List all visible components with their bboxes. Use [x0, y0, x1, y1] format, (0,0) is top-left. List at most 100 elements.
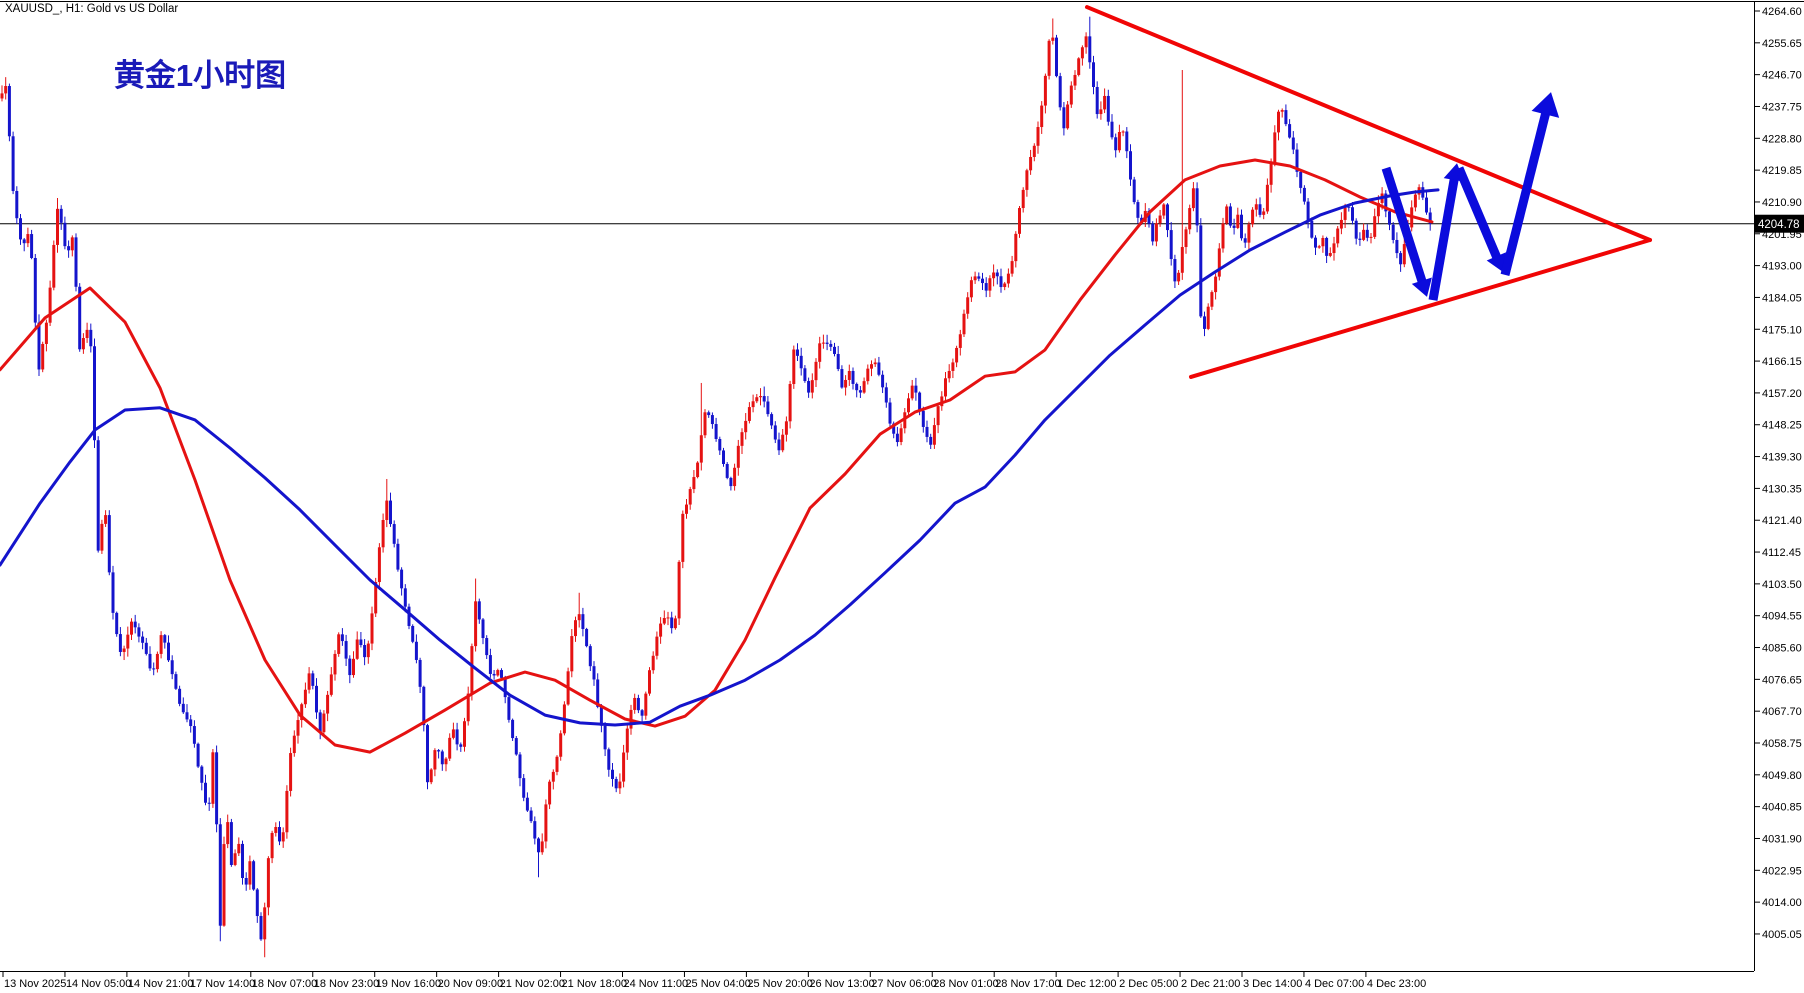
candle-body[interactable] — [444, 758, 448, 765]
candle-body[interactable] — [540, 841, 544, 853]
candle-body[interactable] — [625, 728, 629, 753]
candle-body[interactable] — [1203, 316, 1206, 329]
candle-body[interactable] — [1080, 47, 1084, 59]
candle-body[interactable] — [984, 283, 988, 291]
candle-body[interactable] — [1254, 204, 1258, 210]
candle-body[interactable] — [1343, 206, 1347, 220]
candle-body[interactable] — [1073, 74, 1077, 86]
candle-body[interactable] — [1099, 109, 1103, 115]
candle-body[interactable] — [781, 434, 785, 451]
candle-body[interactable] — [707, 412, 711, 416]
candle-body[interactable] — [533, 821, 537, 839]
candle-body[interactable] — [329, 674, 333, 695]
candle-body[interactable] — [1232, 225, 1236, 228]
candle-body[interactable] — [148, 653, 152, 669]
candle-body[interactable] — [196, 743, 200, 767]
zigzag-arrow-head[interactable] — [1411, 277, 1432, 297]
candle-body[interactable] — [1129, 151, 1132, 180]
zigzag-arrow-head[interactable] — [1531, 92, 1560, 118]
candlestick-layer[interactable] — [0, 16, 1432, 958]
candle-body[interactable] — [370, 613, 374, 644]
candle-body[interactable] — [289, 753, 293, 791]
candle-body[interactable] — [958, 334, 962, 348]
candle-body[interactable] — [844, 379, 848, 388]
candle-body[interactable] — [433, 750, 437, 770]
candle-body[interactable] — [588, 646, 592, 667]
candle-body[interactable] — [263, 907, 267, 940]
candle-body[interactable] — [803, 368, 807, 382]
candle-body[interactable] — [111, 572, 115, 613]
candle-body[interactable] — [1358, 238, 1362, 240]
candle-body[interactable] — [699, 435, 703, 463]
candle-body[interactable] — [189, 719, 193, 727]
candle-body[interactable] — [340, 634, 344, 642]
candle-body[interactable] — [862, 381, 866, 393]
candle-body[interactable] — [1225, 206, 1229, 224]
candle-body[interactable] — [1166, 204, 1169, 231]
candle-body[interactable] — [559, 733, 563, 757]
candle-body[interactable] — [1399, 253, 1403, 265]
candle-body[interactable] — [1413, 194, 1417, 208]
candle-body[interactable] — [777, 439, 781, 451]
candle-body[interactable] — [1228, 206, 1232, 226]
candle-body[interactable] — [130, 621, 133, 635]
candle-body[interactable] — [1402, 244, 1406, 265]
candle-body[interactable] — [455, 729, 459, 745]
zigzag-arrow-head[interactable] — [1486, 252, 1507, 272]
candle-body[interactable] — [918, 392, 922, 411]
candle-body[interactable] — [966, 297, 970, 314]
candle-body[interactable] — [322, 713, 326, 733]
candle-body[interactable] — [973, 276, 977, 281]
candle-body[interactable] — [1388, 211, 1391, 225]
candle-body[interactable] — [1106, 95, 1110, 122]
candle-body[interactable] — [881, 374, 885, 388]
candle-body[interactable] — [1199, 225, 1203, 317]
candle-body[interactable] — [56, 208, 59, 245]
candle-body[interactable] — [1114, 137, 1118, 151]
candle-body[interactable] — [603, 725, 607, 750]
candle-body[interactable] — [522, 778, 526, 798]
candle-body[interactable] — [1058, 76, 1062, 108]
candle-body[interactable] — [921, 410, 925, 427]
candle-body[interactable] — [107, 515, 111, 573]
candle-body[interactable] — [1339, 219, 1343, 229]
candle-body[interactable] — [400, 569, 404, 589]
candle-body[interactable] — [344, 641, 348, 659]
candle-body[interactable] — [662, 618, 666, 624]
candle-body[interactable] — [1325, 237, 1329, 256]
candle-body[interactable] — [814, 361, 818, 381]
candle-body[interactable] — [681, 513, 685, 562]
candle-body[interactable] — [352, 658, 355, 676]
candle-body[interactable] — [1092, 62, 1095, 87]
candle-body[interactable] — [63, 222, 67, 247]
candle-body[interactable] — [866, 368, 870, 382]
candle-body[interactable] — [969, 280, 973, 298]
candle-body[interactable] — [7, 86, 11, 137]
candle-body[interactable] — [296, 720, 300, 736]
candle-body[interactable] — [773, 425, 777, 440]
candle-body[interactable] — [22, 239, 26, 244]
candle-body[interactable] — [685, 504, 688, 514]
candle-body[interactable] — [48, 287, 52, 323]
candle-body[interactable] — [78, 286, 82, 350]
candle-body[interactable] — [666, 617, 670, 619]
zigzag-arrow-shaft[interactable] — [1454, 166, 1502, 260]
candle-body[interactable] — [551, 771, 555, 782]
candle-body[interactable] — [96, 440, 100, 551]
candle-body[interactable] — [326, 694, 330, 714]
candle-body[interactable] — [618, 781, 622, 789]
candle-body[interactable] — [144, 642, 148, 654]
candle-body[interactable] — [544, 804, 548, 842]
candle-body[interactable] — [929, 436, 933, 445]
candle-body[interactable] — [481, 619, 485, 639]
candle-body[interactable] — [788, 384, 792, 422]
candle-body[interactable] — [944, 378, 947, 397]
candle-body[interactable] — [126, 634, 130, 649]
zigzag-arrow-shaft[interactable] — [1500, 111, 1551, 276]
candle-body[interactable] — [278, 827, 281, 842]
candle-body[interactable] — [0, 93, 4, 99]
candle-body[interactable] — [59, 208, 63, 223]
candle-body[interactable] — [192, 726, 196, 744]
candle-body[interactable] — [577, 614, 581, 621]
